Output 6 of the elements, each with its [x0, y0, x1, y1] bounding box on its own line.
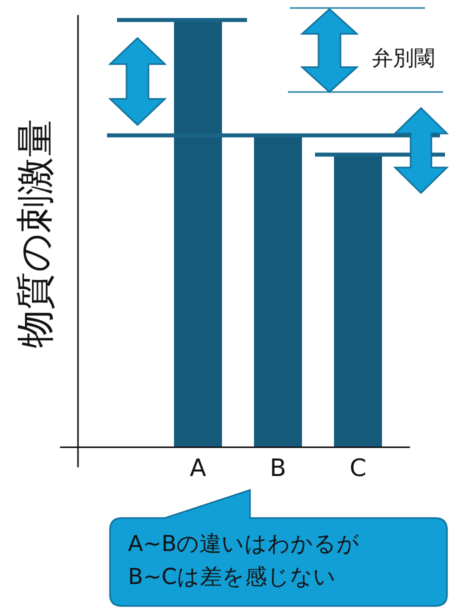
- x-tick-label: B: [270, 454, 286, 482]
- annotation: 弁別閾: [372, 45, 435, 72]
- text: A~Bの違いはわかるが B~Cは差を感じない: [128, 531, 360, 592]
- y-axis-title: 物質の刺激量: [12, 119, 57, 348]
- x-tick-label: A: [190, 454, 207, 482]
- x-tick-label: C: [350, 454, 366, 482]
